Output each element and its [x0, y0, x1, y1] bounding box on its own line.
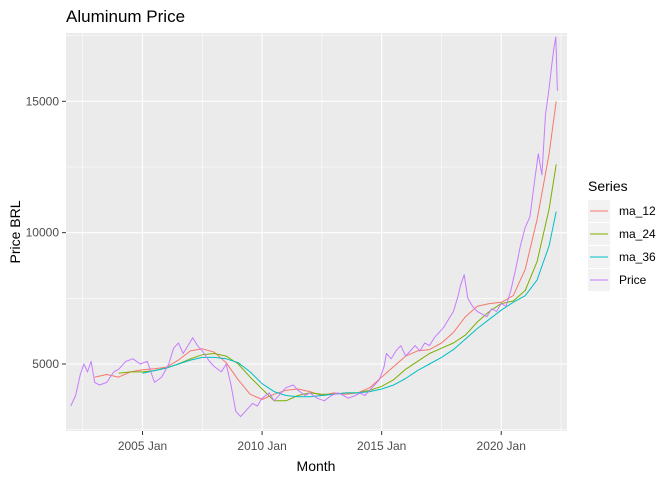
legend-label: ma_24: [619, 227, 656, 241]
legend: Series ma_12 ma_24 ma_36 Price: [588, 178, 656, 291]
y-tick-label: 15000: [26, 94, 60, 108]
legend-label: ma_36: [619, 250, 656, 264]
x-axis-title: Month: [297, 458, 336, 474]
grid-lines: [66, 33, 567, 431]
series-line-ma-36: [142, 211, 557, 398]
x-tick-label: 2015 Jan: [357, 439, 406, 453]
legend-title: Series: [588, 178, 628, 194]
plot-panel: [66, 33, 567, 431]
y-axis: 5000 10000 15000: [26, 94, 66, 371]
chart-title: Aluminum Price: [66, 7, 185, 26]
x-tick-label: 2010 Jan: [237, 439, 286, 453]
x-axis: 2005 Jan 2010 Jan 2015 Jan 2020 Jan: [118, 431, 526, 453]
y-tick-label: 10000: [26, 226, 60, 240]
series-lines: [70, 36, 558, 418]
y-axis-title: Price BRL: [7, 200, 23, 263]
legend-label: ma_12: [619, 204, 656, 218]
series-line-price: [70, 36, 558, 418]
x-tick-label: 2020 Jan: [477, 439, 526, 453]
x-tick-label: 2005 Jan: [118, 439, 167, 453]
legend-label: Price: [619, 273, 647, 287]
y-tick-label: 5000: [32, 357, 59, 371]
